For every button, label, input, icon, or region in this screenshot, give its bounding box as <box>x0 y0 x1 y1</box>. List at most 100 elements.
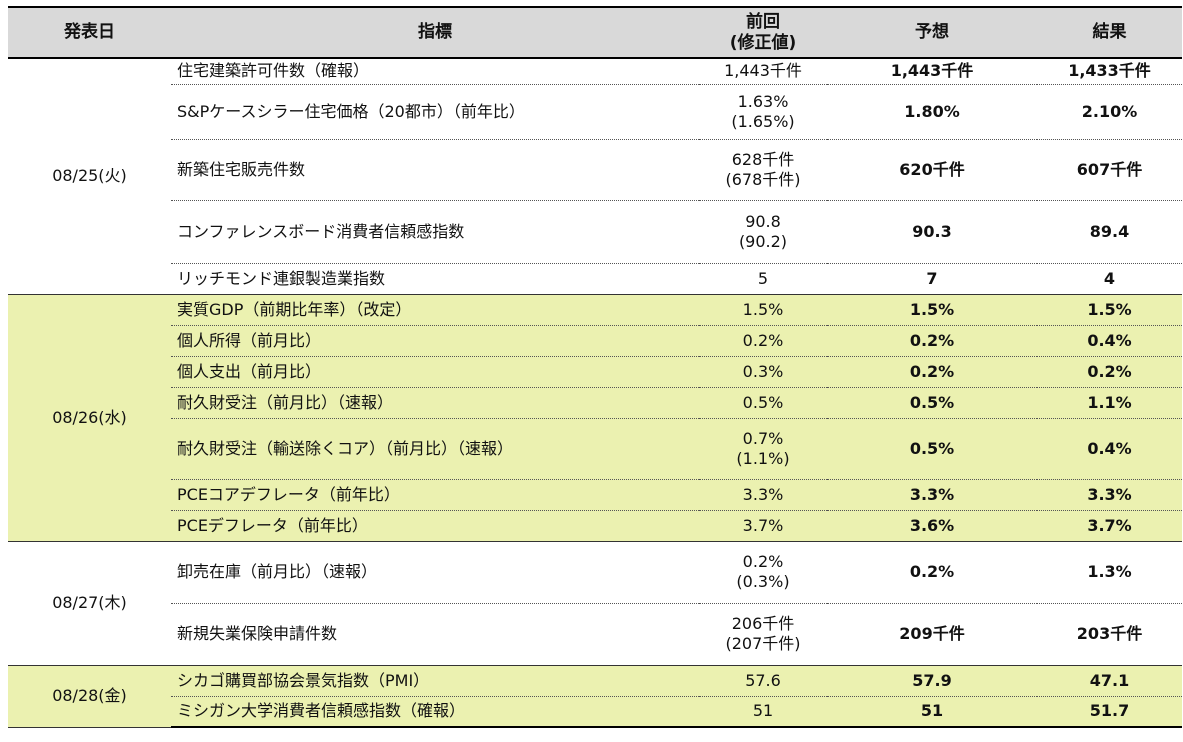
forecast-value: 1.80% <box>827 84 1037 140</box>
forecast-value: 620千件 <box>827 139 1037 201</box>
previous-value: 628千件 <box>731 149 795 169</box>
previous-value: 0.7% <box>742 428 784 448</box>
previous-value: 0.5% <box>742 392 784 412</box>
previous-value-cell: 1,443千件 <box>699 58 827 85</box>
table-row: 新築住宅販売件数 628千件 (678千件) 620千件 607千件 <box>8 139 1182 201</box>
previous-value-cell: 0.5% <box>699 387 827 419</box>
previous-value-cell: 57.6 <box>699 665 827 697</box>
previous-value-cell: 1.63% (1.65%) <box>699 84 827 140</box>
release-date: 08/27(木) <box>8 541 171 666</box>
revised-value: (90.2) <box>738 231 788 251</box>
previous-value: 1,443千件 <box>724 61 802 81</box>
forecast-value: 0.2% <box>827 541 1037 604</box>
previous-value-cell: 51 <box>699 696 827 728</box>
result-value: 0.4% <box>1037 325 1182 357</box>
header-forecast: 予想 <box>827 6 1037 59</box>
previous-value-cell: 0.7% (1.1%) <box>699 418 827 480</box>
table-row: 耐久財受注（輸送除くコア）（前月比）（速報） 0.7% (1.1%) 0.5% 0.4% <box>8 418 1182 480</box>
date-group: 08/27(木) 卸売在庫（前月比）（速報） 0.2% (0.3%) 0.2% 1.3% 新… <box>8 541 1182 666</box>
previous-value-cell: 5 <box>699 263 827 295</box>
forecast-value: 209千件 <box>827 603 1037 666</box>
indicator-name: 新築住宅販売件数 <box>171 139 699 201</box>
previous-value: 0.2% <box>742 330 784 350</box>
table-row: リッチモンド連銀製造業指数 5 7 4 <box>8 263 1182 295</box>
previous-value: 57.6 <box>745 670 781 690</box>
previous-value: 0.2% <box>742 552 784 571</box>
indicator-name: 個人所得（前月比） <box>171 325 699 357</box>
indicator-name: リッチモンド連銀製造業指数 <box>171 263 699 295</box>
indicator-name: PCEデフレータ（前年比） <box>171 510 699 542</box>
date-group: 08/26(水) 実質GDP（前期比年率）（改定） 1.5% 1.5% 1.5% 個人所得… <box>8 294 1182 542</box>
release-date: 08/28(金) <box>8 665 171 728</box>
forecast-value: 0.5% <box>827 418 1037 480</box>
forecast-value: 90.3 <box>827 200 1037 264</box>
forecast-value: 51 <box>827 696 1037 728</box>
table-row: PCEデフレータ（前年比） 3.7% 3.6% 3.7% <box>8 510 1182 542</box>
forecast-value: 57.9 <box>827 665 1037 697</box>
release-date: 08/25(火) <box>8 58 171 295</box>
revised-value: (207千件) <box>725 634 801 653</box>
forecast-value: 0.2% <box>827 356 1037 388</box>
previous-value-cell: 3.7% <box>699 510 827 542</box>
previous-value: 1.5% <box>742 299 784 319</box>
table-row: 08/26(水) 実質GDP（前期比年率）（改定） 1.5% 1.5% 1.5% <box>8 294 1182 542</box>
header-result: 結果 <box>1037 6 1182 59</box>
result-value: 47.1 <box>1037 665 1182 697</box>
indicator-name: シカゴ購買部協会景気指数（PMI） <box>171 665 699 697</box>
indicator-name: S&Pケースシラー住宅価格（20都市）（前年比） <box>171 84 699 140</box>
table-row: PCEコアデフレータ（前年比） 3.3% 3.3% 3.3% <box>8 479 1182 511</box>
table-row: 耐久財受注（前月比）（速報） 0.5% 0.5% 1.1% <box>8 387 1182 419</box>
previous-value-cell: 90.8 (90.2) <box>699 200 827 264</box>
forecast-value: 7 <box>827 263 1037 295</box>
result-value: 2.10% <box>1037 84 1182 140</box>
table-row: 08/28(金) シカゴ購買部協会景気指数（PMI） 57.6 57.9 47.1 <box>8 665 1182 728</box>
result-value: 89.4 <box>1037 200 1182 264</box>
previous-value: 0.3% <box>742 361 784 381</box>
previous-value-cell: 628千件 (678千件) <box>699 139 827 201</box>
previous-value: 51 <box>752 701 774 721</box>
result-value: 1.1% <box>1037 387 1182 419</box>
table-row: ミシガン大学消費者信頼感指数（確報） 51 51 51.7 <box>8 696 1182 728</box>
previous-value: 1.63% <box>737 91 789 111</box>
result-value: 3.7% <box>1037 510 1182 542</box>
table-row: 08/27(木) 卸売在庫（前月比）（速報） 0.2% (0.3%) 0.2% 1.3% <box>8 541 1182 666</box>
header-date: 発表日 <box>8 6 171 59</box>
table-row: 08/25(火) 住宅建築許可件数（確報） 1,443千件 1,443千件 1,433千… <box>8 58 1182 295</box>
previous-value-cell: 206千件 (207千件) <box>699 603 827 666</box>
result-value: 4 <box>1037 263 1182 295</box>
indicator-name: 住宅建築許可件数（確報） <box>171 58 699 85</box>
previous-value-cell: 0.2% <box>699 325 827 357</box>
previous-value: 5 <box>757 268 769 288</box>
header-previous-line2: (修正値) <box>729 32 797 53</box>
table-header-row: 発表日 指標 前回 (修正値) 予想 結果 <box>8 6 1182 59</box>
result-value: 0.2% <box>1037 356 1182 388</box>
revised-value: (1.1%) <box>736 448 790 468</box>
economic-indicators-table: 発表日 指標 前回 (修正値) 予想 結果 08/25(火) 住宅建築許可件数（確… <box>8 6 1182 728</box>
table-row: コンファレンスボード消費者信頼感指数 90.8 (90.2) 90.3 89.4 <box>8 200 1182 264</box>
previous-value: 3.3% <box>742 484 784 504</box>
release-date: 08/26(水) <box>8 294 171 542</box>
table-row: 個人支出（前月比） 0.3% 0.2% 0.2% <box>8 356 1182 388</box>
date-group: 08/25(火) 住宅建築許可件数（確報） 1,443千件 1,443千件 1,433千… <box>8 58 1182 295</box>
previous-value: 206千件 <box>731 614 795 633</box>
forecast-value: 0.5% <box>827 387 1037 419</box>
indicator-name: 実質GDP（前期比年率）（改定） <box>171 294 699 326</box>
table-row: 新規失業保険申請件数 206千件 (207千件) 209千件 203千件 <box>8 603 1182 666</box>
indicator-name: 新規失業保険申請件数 <box>171 603 699 666</box>
result-value: 1.5% <box>1037 294 1182 326</box>
previous-value-cell: 0.2% (0.3%) <box>699 541 827 604</box>
header-previous-line1: 前回 <box>746 11 780 32</box>
result-value: 51.7 <box>1037 696 1182 728</box>
table-row: 個人所得（前月比） 0.2% 0.2% 0.4% <box>8 325 1182 357</box>
previous-value: 90.8 <box>745 211 781 231</box>
table-row: S&Pケースシラー住宅価格（20都市）（前年比） 1.63% (1.65%) 1.80… <box>8 84 1182 140</box>
forecast-value: 3.3% <box>827 479 1037 511</box>
revised-value: (1.65%) <box>731 111 795 131</box>
forecast-value: 3.6% <box>827 510 1037 542</box>
indicator-name: PCEコアデフレータ（前年比） <box>171 479 699 511</box>
date-group: 08/28(金) シカゴ購買部協会景気指数（PMI） 57.6 57.9 47.1 ミシガ… <box>8 665 1182 728</box>
previous-value-cell: 0.3% <box>699 356 827 388</box>
indicator-name: 卸売在庫（前月比）（速報） <box>171 541 699 604</box>
result-value: 1.3% <box>1037 541 1182 604</box>
indicator-name: 耐久財受注（輸送除くコア）（前月比）（速報） <box>171 418 699 480</box>
